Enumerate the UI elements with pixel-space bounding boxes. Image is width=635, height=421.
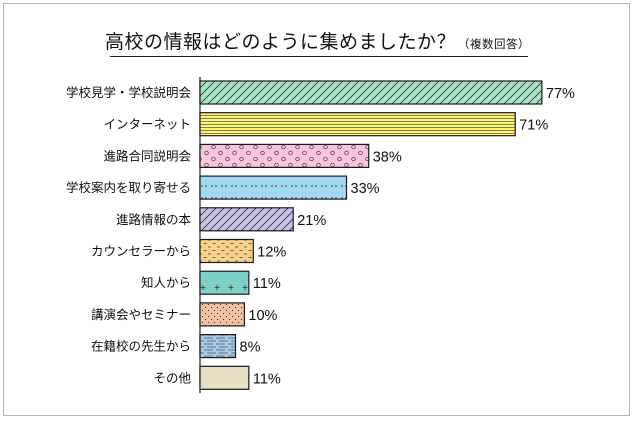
title-underline — [110, 56, 528, 57]
bar — [199, 238, 254, 264]
category-label: カウンセラーから — [91, 244, 191, 259]
value-label: 10% — [248, 308, 277, 324]
bar — [199, 270, 250, 295]
bar — [199, 207, 294, 232]
value-label: 8% — [240, 340, 261, 356]
chart-title-text: 高校の情報はどのように集めましたか？ — [104, 31, 456, 53]
category-label: 進路合同説明会 — [103, 148, 191, 163]
bar — [199, 334, 237, 359]
bar — [199, 143, 370, 168]
chart-title: 高校の情報はどのように集めましたか？ （複数回答） — [0, 27, 635, 54]
category-label: 学校案内を取り寄せる — [66, 180, 191, 195]
value-label: 11% — [253, 371, 281, 387]
chart-frame — [3, 3, 630, 416]
category-label: その他 — [153, 370, 191, 385]
bar — [199, 112, 516, 137]
value-label: 71% — [519, 118, 548, 134]
bar — [199, 80, 543, 105]
category-label: 在籍校の先生から — [91, 339, 191, 354]
value-label: 33% — [351, 181, 380, 197]
bars-group: 学校見学・学校説明会 77% インターネット 71% 進路合同説明会 38% 学校案内を取り… — [66, 80, 575, 390]
category-label: 知人から — [141, 275, 191, 290]
bar — [199, 365, 250, 390]
chart-subtitle: （複数回答） — [458, 37, 530, 51]
category-label: 講演会やセミナー — [91, 307, 191, 322]
value-label: 21% — [297, 213, 326, 229]
bar — [199, 302, 246, 327]
category-label: 進路情報の本 — [116, 212, 192, 227]
value-label: 77% — [546, 86, 575, 102]
value-label: 38% — [373, 149, 402, 165]
category-label: インターネット — [103, 117, 191, 132]
value-label: 11% — [253, 276, 281, 292]
category-label: 学校見学・学校説明会 — [66, 85, 192, 100]
bar — [199, 175, 348, 200]
value-label: 12% — [257, 245, 286, 261]
